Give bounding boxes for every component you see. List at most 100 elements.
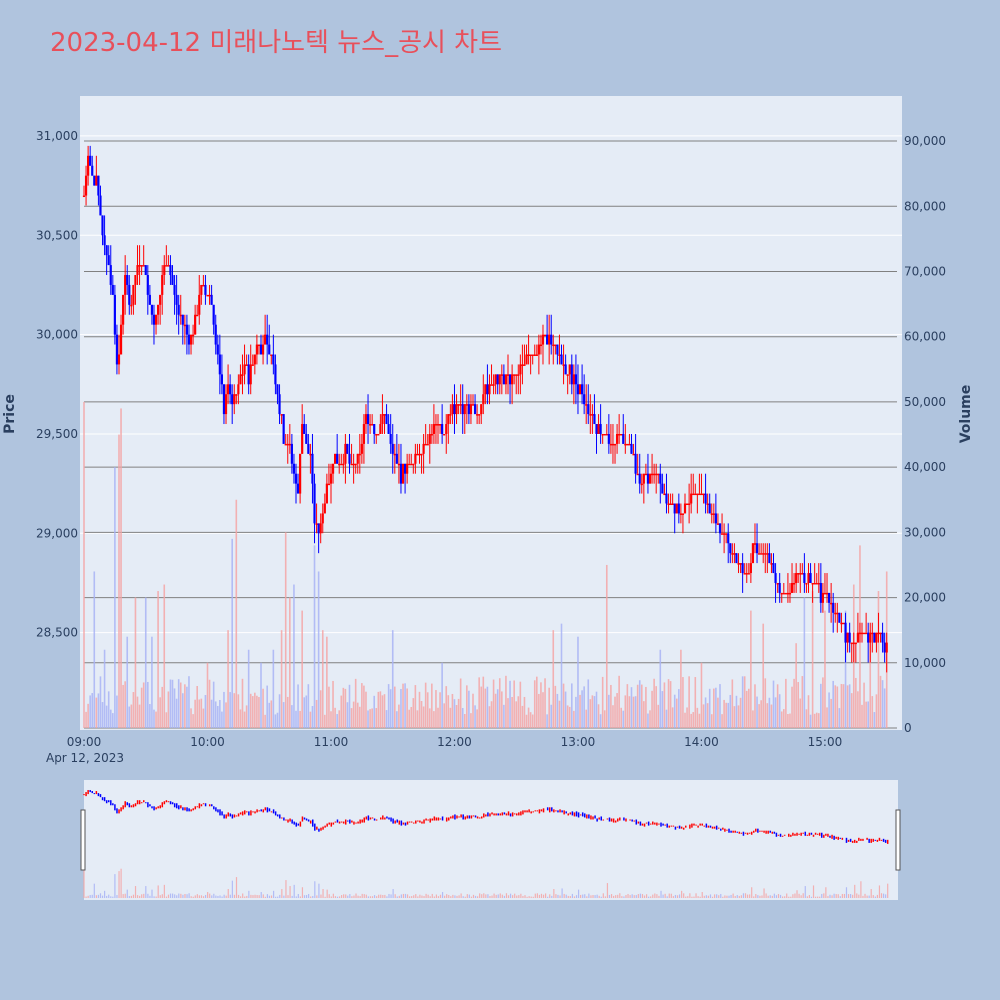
- volume-bar: [756, 696, 758, 728]
- volume-bar: [264, 714, 266, 728]
- volume-bar: [356, 702, 359, 728]
- candle-body: [799, 573, 802, 575]
- slider-volume-bar: [633, 895, 635, 898]
- volume-bar: [731, 679, 734, 728]
- slider-volume-bar: [693, 896, 695, 898]
- slider-volume-bar: [314, 881, 316, 898]
- range-slider-background[interactable]: [84, 780, 898, 900]
- slider-volume-bar: [823, 893, 825, 898]
- volume-bar: [772, 680, 775, 728]
- candle-body: [449, 414, 452, 416]
- volume-bar: [91, 693, 94, 728]
- candle-body: [811, 582, 814, 585]
- volume-bar: [828, 692, 830, 728]
- candle-body: [517, 374, 520, 376]
- candle-body: [881, 632, 884, 643]
- volume-bar: [404, 683, 406, 728]
- slider-volume-bar: [876, 894, 878, 898]
- slider-volume-bar: [806, 896, 808, 898]
- slider-volume-bar: [279, 894, 281, 898]
- volume-bar: [437, 707, 439, 728]
- y2-tick-label: 10,000: [904, 656, 946, 670]
- candle-body: [852, 642, 855, 645]
- candle-body: [883, 642, 886, 653]
- volume-bar: [618, 675, 620, 728]
- candle-body: [511, 374, 514, 385]
- candle-body: [735, 553, 738, 564]
- volume-bar: [850, 693, 853, 728]
- volume-bar: [455, 704, 458, 728]
- volume-bar: [762, 623, 765, 728]
- candle-body: [426, 443, 429, 446]
- candle-body: [797, 573, 800, 575]
- slider-volume-bar: [244, 896, 246, 898]
- candle-body: [492, 384, 495, 386]
- candle-body: [138, 265, 141, 267]
- candle-body: [751, 543, 755, 564]
- candle-body: [671, 503, 674, 506]
- slider-volume-bar: [600, 896, 602, 898]
- slider-volume-bar: [291, 895, 293, 898]
- slider-volume-bar: [334, 896, 337, 898]
- volume-bar: [733, 706, 736, 728]
- volume-bar: [373, 695, 376, 728]
- candle-body: [667, 503, 670, 506]
- candle-body: [805, 582, 808, 585]
- volume-bar: [402, 683, 404, 728]
- slider-volume-bar: [596, 894, 598, 898]
- slider-volume-bar: [157, 885, 159, 898]
- candle-body: [154, 314, 158, 325]
- candle-body: [873, 632, 876, 643]
- candle-body: [294, 473, 298, 484]
- slider-volume-bar: [520, 893, 522, 898]
- candle-body: [836, 612, 839, 615]
- volume-bar: [212, 681, 215, 728]
- candle-body: [601, 433, 604, 436]
- slider-volume-bar: [887, 883, 889, 898]
- volume-bar: [820, 683, 822, 728]
- slider-volume-bar: [429, 896, 431, 898]
- candle-body: [618, 433, 621, 436]
- candle-body: [377, 433, 380, 436]
- slider-volume-bar: [557, 894, 559, 898]
- range-slider-handle-left[interactable]: [80, 809, 86, 871]
- candle-body: [453, 404, 456, 415]
- volume-bar: [739, 697, 742, 728]
- slider-volume-bar: [882, 893, 885, 898]
- slider-volume-bar: [524, 895, 526, 898]
- candle-body: [288, 443, 291, 446]
- slider-volume-bar: [104, 890, 106, 898]
- candle-body: [150, 304, 154, 315]
- candle-body: [455, 404, 458, 415]
- volume-bar: [175, 698, 178, 728]
- volume-bar: [721, 714, 723, 728]
- slider-volume-bar: [613, 895, 615, 898]
- range-slider-handle-right[interactable]: [895, 809, 901, 871]
- volume-bar: [692, 712, 695, 728]
- candle-body: [364, 414, 368, 425]
- volume-bar: [138, 704, 141, 728]
- volume-bar: [210, 699, 213, 728]
- candle-body: [422, 443, 425, 454]
- candle-body: [447, 414, 450, 425]
- slider-volume-bar: [194, 895, 196, 898]
- slider-volume-bar: [792, 894, 794, 898]
- slider-volume-bar: [270, 895, 273, 898]
- candle-body: [688, 503, 691, 506]
- volume-bar: [513, 680, 515, 728]
- slider-volume-bar: [332, 893, 334, 898]
- candle-body: [89, 155, 92, 166]
- volume-bar: [408, 709, 410, 728]
- volume-bar: [496, 689, 499, 728]
- x-tick-label: 12:00: [437, 735, 472, 749]
- slider-volume-bar: [165, 896, 168, 898]
- slider-volume-bar: [190, 896, 192, 898]
- candle-body: [784, 592, 787, 595]
- slider-volume-bar: [250, 894, 252, 898]
- slider-volume-bar: [757, 895, 759, 898]
- slider-volume-bar: [299, 896, 301, 898]
- volume-bar: [651, 690, 653, 728]
- candle-body: [87, 155, 90, 176]
- volume-bar: [445, 686, 448, 728]
- volume-bar: [112, 713, 114, 728]
